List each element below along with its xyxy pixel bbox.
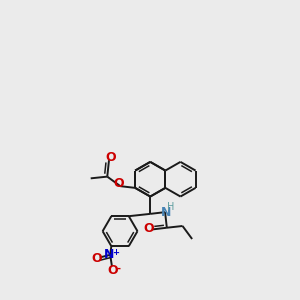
Text: O: O bbox=[114, 177, 124, 190]
Text: -: - bbox=[116, 263, 120, 273]
Text: O: O bbox=[92, 252, 102, 265]
Text: O: O bbox=[106, 151, 116, 164]
Text: +: + bbox=[112, 248, 119, 256]
Text: H: H bbox=[167, 202, 175, 212]
Text: O: O bbox=[108, 264, 118, 277]
Text: N: N bbox=[104, 248, 114, 261]
Text: O: O bbox=[143, 222, 154, 235]
Text: N: N bbox=[161, 206, 171, 219]
